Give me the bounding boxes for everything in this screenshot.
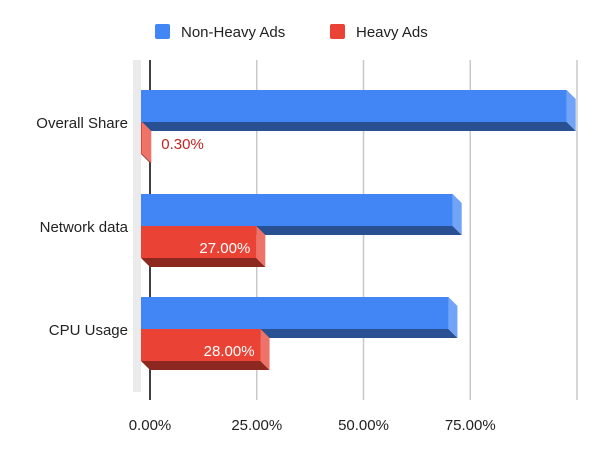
category-labels: Overall Share Network data CPU Usage [36,115,128,339]
data-label: 27.00% [199,240,250,257]
bar-heavy: 27.00% [141,226,266,267]
legend-swatch-heavy [330,24,345,39]
bar-front-face [141,329,261,361]
bar-front-face [141,194,453,226]
x-tick-label: 75.00% [445,417,496,434]
bars: 0.30% 27.00% 28.00% [141,90,576,370]
x-tick-label: 0.00% [129,417,172,434]
legend-label: Heavy Ads [356,24,428,41]
x-tick-label: 25.00% [231,417,282,434]
bar-side-face [142,122,152,163]
bar-side-face [452,194,462,235]
bar-side-face [448,297,458,338]
category-label: Network data [40,219,129,236]
bar-front-face [141,297,449,329]
bar-bottom-face [141,361,270,370]
legend-swatch-non-heavy [155,24,170,39]
tick-labels: 0.00% 25.00% 50.00% 75.00% [129,417,496,434]
bar-bottom-face [141,258,266,267]
legend-label: Non-Heavy Ads [181,24,285,41]
category-label: Overall Share [36,115,128,132]
bar-heavy: 0.30% [141,122,204,163]
back-wall [133,60,141,392]
bar-front-face [141,90,567,122]
category-label: CPU Usage [49,322,128,339]
bar-front-face [141,122,143,154]
bar-bottom-face [141,154,152,163]
bar-side-face [566,90,576,131]
bar-front-face [141,226,257,258]
bar-bottom-face [141,122,576,131]
bar-heavy: 28.00% [141,329,270,370]
x-tick-label: 50.00% [338,417,389,434]
bar-side-face [260,329,270,370]
data-label: 28.00% [204,343,255,360]
legend: Non-Heavy Ads Heavy Ads [155,24,428,41]
data-label: 0.30% [161,136,204,153]
bar-side-face [256,226,266,267]
bar-non-heavy [141,90,576,131]
